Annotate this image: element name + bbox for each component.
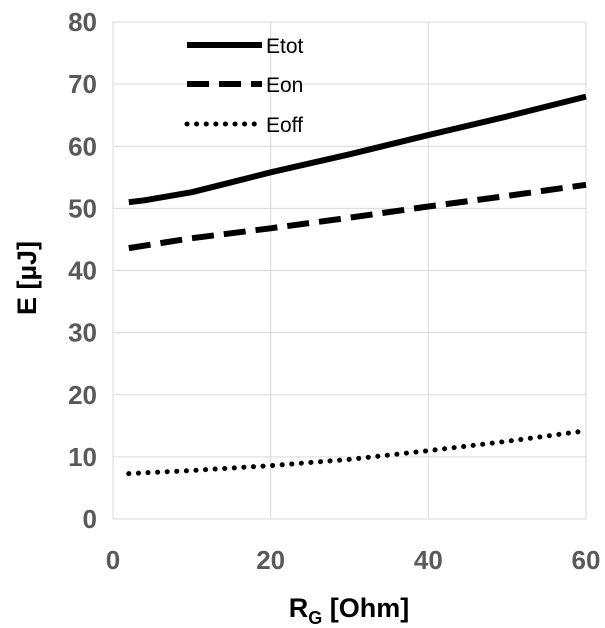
y-tick-label: 10	[68, 442, 97, 472]
x-axis-title: RG [Ohm]	[289, 593, 410, 628]
x-tick-label: 20	[256, 545, 285, 575]
x-tick-label: 60	[572, 545, 601, 575]
x-tick-labels: 0 20 40 60	[106, 545, 601, 575]
series-etot-line	[128, 93, 587, 206]
y-tick-label: 70	[68, 69, 97, 99]
y-axis-title: E [µJ]	[12, 241, 42, 315]
y-tick-label: 0	[83, 504, 97, 534]
x-axis-title-main: R	[289, 593, 309, 623]
legend-label-eoff: Eoff	[266, 114, 303, 137]
y-tick-label: 30	[68, 318, 97, 348]
y-tick-label: 80	[68, 7, 97, 37]
y-tick-label: 50	[68, 193, 97, 223]
series-lines	[126, 93, 589, 477]
y-tick-labels: 0 10 20 30 40 50 60 70 80	[68, 7, 97, 534]
legend-label-etot: Etot	[266, 35, 304, 58]
series-eoff-line	[126, 428, 589, 477]
legend: Etot Eon Eoff	[184, 35, 304, 137]
legend-label-eon: Eon	[266, 74, 303, 97]
x-axis-title-suffix: [Ohm]	[322, 593, 409, 623]
y-tick-label: 20	[68, 380, 97, 410]
gridlines	[112, 21, 587, 520]
y-tick-label: 40	[68, 256, 97, 286]
x-tick-label: 40	[414, 545, 443, 575]
x-tick-label: 0	[106, 545, 120, 575]
series-eon-line	[128, 181, 587, 252]
y-tick-label: 60	[68, 131, 97, 161]
x-axis-title-subscript: G	[308, 608, 322, 628]
